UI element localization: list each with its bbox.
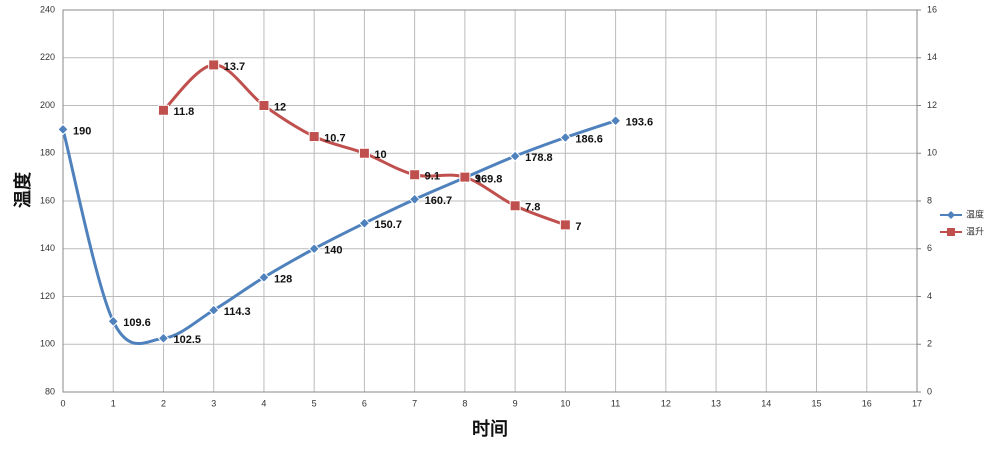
x-tick-label: 0 [60,398,65,408]
value-label: 102.5 [173,334,201,346]
value-label: 9.1 [425,171,440,183]
x-tick-label: 12 [661,398,671,408]
value-label: 150.7 [374,219,402,231]
value-label: 13.7 [224,61,245,73]
value-label: 10 [374,149,386,161]
x-tick-label: 9 [513,398,518,408]
marker [408,193,421,206]
x-axis-title: 时间 [472,419,508,440]
y-tick-label: 120 [40,291,55,301]
plot-border [62,9,918,393]
legend-label: 温度 [966,208,984,219]
y-tick-label: 100 [40,339,55,349]
y-tick-label: 220 [40,52,55,62]
marker [509,200,521,212]
marker [107,315,119,328]
y2-tick-label: 16 [927,4,937,14]
marker [308,131,320,143]
y-tick-label: 160 [40,195,55,205]
marker [208,59,220,71]
y2-tick-label: 14 [927,52,937,62]
value-label: 7 [575,221,581,233]
x-tick-label: 17 [912,398,922,408]
marker [57,123,69,136]
y-tick-label: 180 [40,148,55,158]
x-tick-label: 11 [611,398,620,408]
legend-marker [947,211,955,219]
value-label: 9 [475,173,481,185]
marker [258,100,270,111]
marker [509,150,521,162]
y2-tick-label: 0 [927,386,932,396]
x-tick-label: 15 [812,398,822,408]
y-tick-label: 240 [40,4,55,14]
marker [459,171,471,183]
marker [559,219,571,231]
value-label: 11.8 [173,106,194,118]
x-tick-label: 4 [261,398,266,408]
value-label: 169.8 [475,174,503,186]
marker [609,115,622,127]
x-tick-label: 5 [312,398,317,408]
value-label: 178.8 [525,152,553,164]
x-tick-label: 10 [560,398,570,408]
value-label: 109.6 [123,317,151,329]
marker [207,304,220,316]
x-tick-label: 16 [862,398,872,408]
marker [559,131,572,144]
marker [308,243,320,255]
y-tick-label: 140 [40,243,55,253]
y2-tick-label: 12 [927,100,937,110]
y2-tick-label: 8 [927,195,932,205]
legend-marker [947,228,955,236]
value-label: 160.7 [425,195,453,207]
y2-tick-label: 2 [927,339,932,349]
value-label: 114.3 [224,306,251,318]
marker [358,147,370,159]
y2-tick-label: 6 [927,243,932,253]
x-tick-label: 1 [111,398,116,408]
y2-tick-label: 4 [927,291,932,301]
value-label: 10.7 [324,132,345,144]
y-axis-title: 温度 [12,171,34,208]
x-tick-label: 8 [462,398,467,408]
marker [358,217,371,229]
marker [258,271,270,284]
x-tick-label: 3 [211,398,216,408]
x-tick-label: 14 [761,398,771,408]
value-label: 190 [73,125,91,137]
y-tick-label: 200 [40,100,55,110]
x-tick-label: 13 [711,398,721,408]
marker [157,104,169,116]
value-label: 128 [274,273,292,285]
value-label: 7.8 [525,202,540,214]
value-label: 193.6 [626,117,654,129]
marker [157,332,170,344]
x-tick-label: 6 [362,398,367,408]
marker [409,169,421,181]
value-label: 12 [274,101,286,113]
value-label: 140 [324,245,342,257]
legend-label: 温升 [966,226,984,236]
x-tick-label: 7 [412,398,417,408]
x-tick-label: 2 [161,398,166,408]
y-tick-label: 80 [45,386,55,396]
y2-tick-label: 10 [927,148,937,158]
value-label: 186.6 [575,133,603,145]
